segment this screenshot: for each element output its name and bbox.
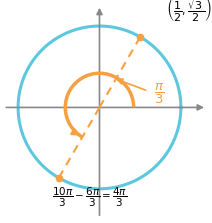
Text: $\left(\dfrac{1}{2},\dfrac{\sqrt{3}}{2}\right)$: $\left(\dfrac{1}{2},\dfrac{\sqrt{3}}{2}\… <box>166 0 212 23</box>
Text: $\dfrac{\pi}{3}$: $\dfrac{\pi}{3}$ <box>154 82 164 106</box>
Text: $\dfrac{10\pi}{3} - \dfrac{6\pi}{3} = \dfrac{4\pi}{3}$: $\dfrac{10\pi}{3} - \dfrac{6\pi}{3} = \d… <box>52 185 127 209</box>
